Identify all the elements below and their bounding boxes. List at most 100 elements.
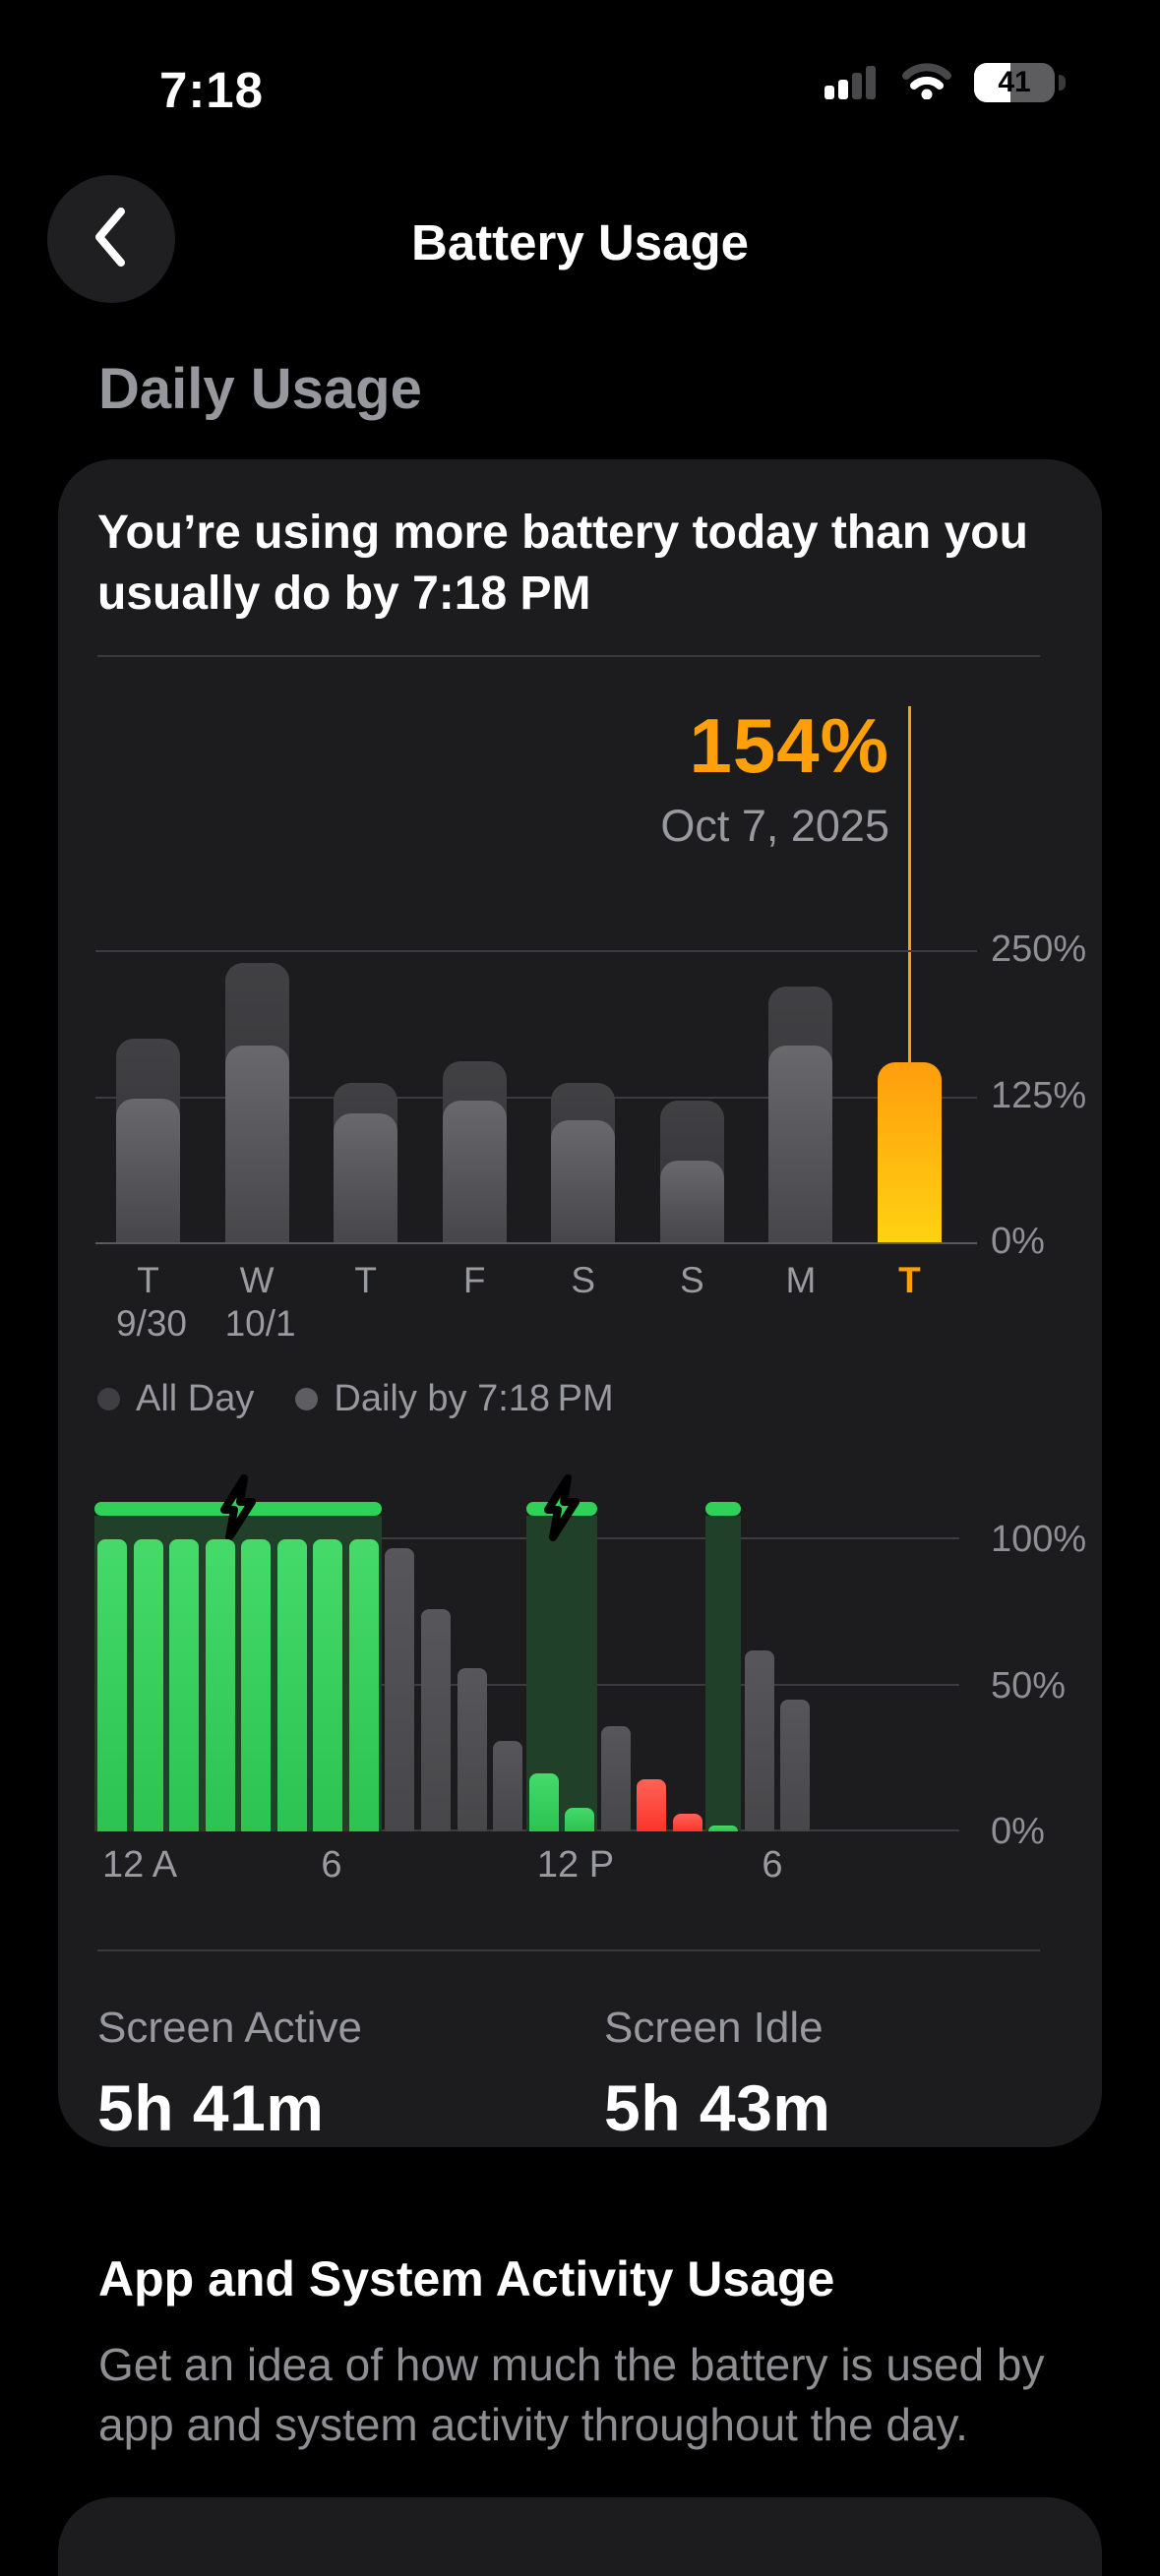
hour-bar-1A: [133, 1539, 163, 1831]
y-axis-label: 0%: [991, 1811, 1045, 1852]
x-axis-label: 12 A: [101, 1844, 178, 1886]
y-axis-label: 50%: [991, 1665, 1067, 1707]
selected-day-indicator-line: [908, 706, 911, 1062]
x-axis-label: 6: [762, 1844, 783, 1886]
y-axis-label: 125%: [991, 1075, 1087, 1116]
screen-idle-label: Screen Idle: [604, 2004, 824, 2052]
hour-bar-3A: [205, 1539, 235, 1831]
day-column-4[interactable]: [551, 950, 616, 1242]
daily-by-time-bar: [768, 1046, 833, 1242]
status-time: 7:18: [158, 62, 265, 118]
page-title: Battery Usage: [411, 214, 749, 270]
screen-idle-value: 5h 43m: [604, 2071, 831, 2144]
y-axis-label: 100%: [991, 1519, 1087, 1560]
daily-usage-bars: [116, 950, 942, 1242]
hour-bar-9A: [420, 1609, 451, 1831]
usage-headline: You’re using more battery today than you…: [97, 507, 1028, 620]
battery-usage-screen: { "status_bar": { "time": "7:18", "batte…: [47, 61, 1102, 2576]
charging-bolt-icon: [538, 1474, 585, 1541]
next-list-card[interactable]: [58, 2497, 1102, 2576]
date-label: [768, 1303, 832, 1345]
date-label: 9/30: [116, 1303, 188, 1344]
daily-by-time-bar: [551, 1120, 616, 1242]
legend-item-all-day: All Day: [97, 1378, 254, 1420]
divider: [97, 1949, 1040, 1951]
gridline-125: [95, 1097, 977, 1099]
selected-day-date: Oct 7, 2025: [660, 801, 889, 851]
daily-by-time-bar: [116, 1099, 180, 1242]
back-button[interactable]: [47, 175, 175, 303]
date-label: [334, 1303, 397, 1345]
hour-bar-11A: [493, 1741, 523, 1831]
day-column-6[interactable]: [768, 950, 833, 1242]
day-label: T: [137, 1260, 159, 1300]
section-heading: App and System Activity Usage: [98, 2251, 835, 2306]
day-column-0[interactable]: [116, 950, 180, 1242]
screen-idle-stat: Screen Idle 5h 43m: [604, 2004, 830, 2145]
day-column-7[interactable]: [877, 950, 942, 1242]
day-column-3[interactable]: [442, 950, 507, 1242]
hour-bar-10A: [457, 1668, 487, 1831]
hour-bar-7A: [348, 1539, 379, 1831]
section-description: Get an idea of how much the battery is u…: [98, 2339, 1045, 2450]
date-label: [660, 1303, 724, 1345]
hour-bar-12A: [97, 1539, 127, 1831]
battery-nub: [1059, 75, 1066, 90]
daily-by-dot-icon: [295, 1388, 319, 1410]
chevron-left-icon: [90, 206, 133, 273]
hour-bar-3P: [637, 1779, 667, 1831]
selected-day-info: 154% Oct 7, 2025: [660, 701, 889, 852]
battery-percent: 41: [998, 66, 1031, 98]
hour-bar-12P: [528, 1773, 559, 1831]
day-label: F: [462, 1260, 486, 1300]
divider: [97, 655, 1040, 657]
date-labels-row: 9/30 10/1: [116, 1303, 942, 1345]
day-column-5[interactable]: [659, 950, 724, 1242]
hour-bar-2A: [169, 1539, 200, 1831]
date-label: [443, 1303, 507, 1345]
day-column-1[interactable]: [224, 950, 289, 1242]
date-label: 10/1: [224, 1303, 296, 1344]
day-label: M: [785, 1260, 817, 1300]
daily-usage-card[interactable]: You’re using more battery today than you…: [58, 459, 1102, 2147]
charging-bolt-icon: [214, 1474, 262, 1541]
battery-icon: 41: [974, 63, 1055, 102]
screen-active-stat: Screen Active 5h 41m: [97, 2004, 362, 2145]
cellular-signal-icon: [824, 62, 880, 104]
hour-bar-2P: [600, 1726, 631, 1831]
daily-by-time-bar: [224, 1046, 289, 1242]
y-axis-label: 250%: [991, 929, 1087, 970]
legend-item-daily-by: Daily by 7:18 PM: [295, 1378, 614, 1420]
screen-active-value: 5h 41m: [97, 2071, 325, 2144]
gridline-0: [95, 1242, 977, 1244]
day-label: W: [239, 1260, 275, 1300]
hour-bar-4P: [672, 1814, 702, 1831]
battery-fill: [974, 63, 1010, 102]
daily-by-time-bar: [659, 1161, 724, 1242]
all-day-dot-icon: [97, 1388, 120, 1410]
section-header-daily-usage: Daily Usage: [98, 357, 422, 421]
hour-bar-5A: [276, 1539, 307, 1831]
x-axis-label: 12 P: [536, 1844, 615, 1886]
hour-bar-6A: [313, 1539, 343, 1831]
wifi-icon: [901, 62, 952, 104]
y-axis-label: 0%: [991, 1221, 1045, 1262]
day-column-2[interactable]: [334, 950, 398, 1242]
hour-bar-7P: [780, 1700, 811, 1831]
battery-level-chart: 100% 50% 0% 12 A 6 12 P 6: [58, 1474, 1102, 1886]
hour-bar-6P: [744, 1650, 774, 1831]
day-label: S: [571, 1260, 596, 1300]
status-icons: 41: [824, 61, 1066, 104]
daily-by-time-bar: [442, 1101, 507, 1242]
hour-bar-4A: [241, 1539, 272, 1831]
screen-active-label: Screen Active: [97, 2004, 363, 2052]
day-label: T: [898, 1260, 921, 1300]
app-system-activity-section: App and System Activity Usage Get an ide…: [98, 2250, 1092, 2455]
date-label: [878, 1303, 942, 1345]
date-label: [551, 1303, 615, 1345]
x-axis-label: 6: [321, 1844, 342, 1886]
charging-region-cap: [705, 1502, 742, 1516]
daily-by-time-bar: [334, 1113, 398, 1242]
day-label: S: [679, 1260, 704, 1300]
